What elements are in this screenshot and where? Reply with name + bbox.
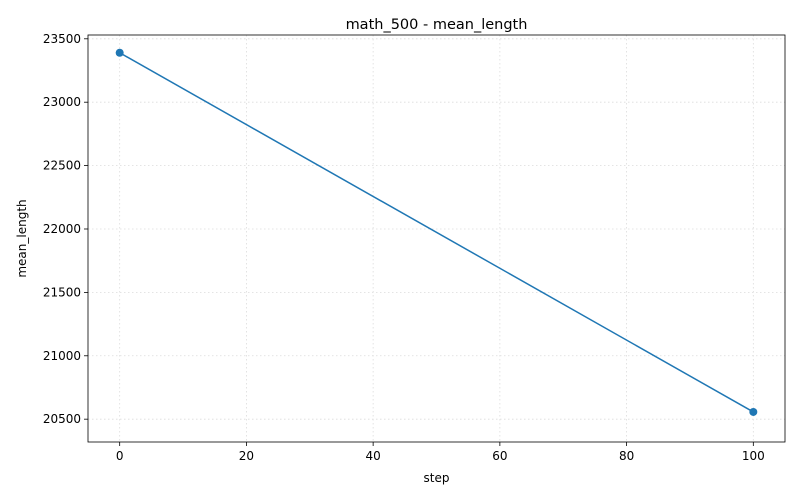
x-axis-ticks: 0 20 40 60 80 100 xyxy=(116,442,765,463)
x-tick-label: 40 xyxy=(365,449,380,463)
y-tick-label: 23500 xyxy=(43,32,81,46)
x-tick-label: 100 xyxy=(742,449,765,463)
x-tick-label: 60 xyxy=(492,449,507,463)
y-tick-label: 21000 xyxy=(43,349,81,363)
data-point xyxy=(115,48,124,57)
data-point xyxy=(749,407,758,416)
y-tick-label: 21500 xyxy=(43,285,81,299)
y-axis-ticks: 20500 21000 21500 22000 22500 23000 23500 xyxy=(43,32,88,426)
y-axis-label: mean_length xyxy=(15,199,29,277)
series-layer xyxy=(115,48,758,416)
grid xyxy=(88,35,785,442)
series-line xyxy=(119,52,754,413)
x-axis-label: step xyxy=(424,471,450,485)
x-tick-label: 80 xyxy=(619,449,634,463)
x-tick-label: 20 xyxy=(239,449,254,463)
chart-title: math_500 - mean_length xyxy=(346,17,528,33)
y-tick-label: 22000 xyxy=(43,222,81,236)
plot-frame xyxy=(87,34,786,443)
y-tick-label: 23000 xyxy=(43,95,81,109)
x-tick-label: 0 xyxy=(116,449,124,463)
y-tick-label: 22500 xyxy=(43,159,81,173)
y-tick-label: 20500 xyxy=(43,412,81,426)
